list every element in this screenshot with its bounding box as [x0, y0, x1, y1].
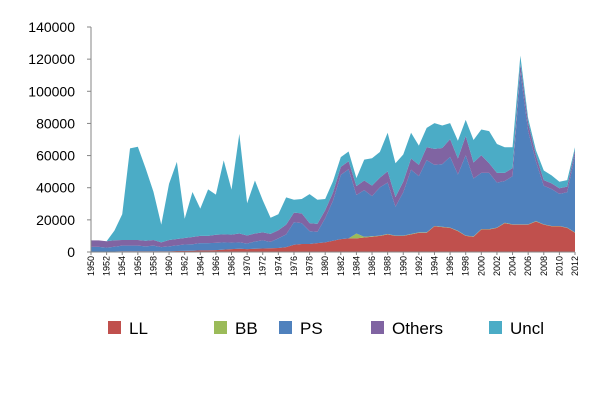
- x-tick-label: 1988: [383, 256, 393, 276]
- y-tick-label: 120000: [28, 51, 75, 67]
- y-tick-label: 80000: [36, 115, 75, 131]
- legend-swatch-bb: [214, 321, 227, 334]
- x-tick-label: 1964: [195, 256, 205, 276]
- y-tick-label: 140000: [28, 19, 75, 35]
- legend-label-ps: PS: [300, 319, 323, 338]
- x-tick-label: 1986: [367, 256, 377, 276]
- x-tick-label: 1992: [414, 256, 424, 276]
- x-tick-label: 2006: [523, 256, 533, 276]
- x-tick-label: 1974: [273, 256, 283, 276]
- legend: LL BB PS Others Uncl: [108, 319, 544, 338]
- x-tick-label: 1968: [227, 256, 237, 276]
- x-tick-label: 2010: [554, 256, 564, 276]
- legend-swatch-ps: [279, 321, 292, 334]
- x-tick-label: 1990: [398, 256, 408, 276]
- x-tick-label: 2008: [539, 256, 549, 276]
- x-tick-labels: 1950 1952 1954 1956 1958 1960 1962 1964 1966 1968…: [86, 256, 580, 276]
- area-series-ll: [91, 221, 575, 252]
- x-tick-label: 1980: [320, 256, 330, 276]
- x-tick-label: 1996: [445, 256, 455, 276]
- x-tick-label: 1958: [148, 256, 158, 276]
- x-tick-label: 1978: [305, 256, 315, 276]
- legend-label-uncl: Uncl: [510, 319, 544, 338]
- y-tick-labels: 0 20000 40000 60000 80000 100000 120000 140000: [28, 19, 75, 260]
- x-tick-label: 1950: [86, 256, 96, 276]
- x-tick-label: 2002: [492, 256, 502, 276]
- legend-label-ll: LL: [129, 319, 148, 338]
- x-tick-label: 1994: [429, 256, 439, 276]
- area-series-ps: [91, 71, 575, 252]
- y-tick-label: 20000: [36, 212, 75, 228]
- legend-label-bb: BB: [235, 319, 258, 338]
- x-tick-label: 1952: [102, 256, 112, 276]
- axes: [87, 26, 576, 255]
- y-tick-label: 60000: [36, 148, 75, 164]
- x-tick-label: 1966: [211, 256, 221, 276]
- x-tick-label: 1962: [180, 256, 190, 276]
- legend-swatch-uncl: [489, 321, 502, 334]
- legend-label-others: Others: [392, 319, 443, 338]
- x-tick-label: 2000: [476, 256, 486, 276]
- area-series-group: [91, 55, 575, 252]
- legend-swatch-ll: [108, 321, 121, 334]
- y-tick-label: 0: [67, 244, 75, 260]
- x-tick-label: 1984: [351, 256, 361, 276]
- x-tick-label: 1976: [289, 256, 299, 276]
- x-tick-label: 1960: [164, 256, 174, 276]
- y-tick-label: 100000: [28, 83, 75, 99]
- x-tick-label: 1972: [258, 256, 268, 276]
- x-tick-label: 1956: [133, 256, 143, 276]
- y-tick-label: 40000: [36, 180, 75, 196]
- x-tick-label: 1954: [117, 256, 127, 276]
- x-tick-label: 1998: [461, 256, 471, 276]
- x-tick-label: 1970: [242, 256, 252, 276]
- legend-swatch-others: [371, 321, 384, 334]
- area-series-uncl: [91, 55, 575, 243]
- x-tick-label: 2012: [570, 256, 580, 276]
- x-tick-label: 1982: [336, 256, 346, 276]
- x-tick-label: 2004: [508, 256, 518, 276]
